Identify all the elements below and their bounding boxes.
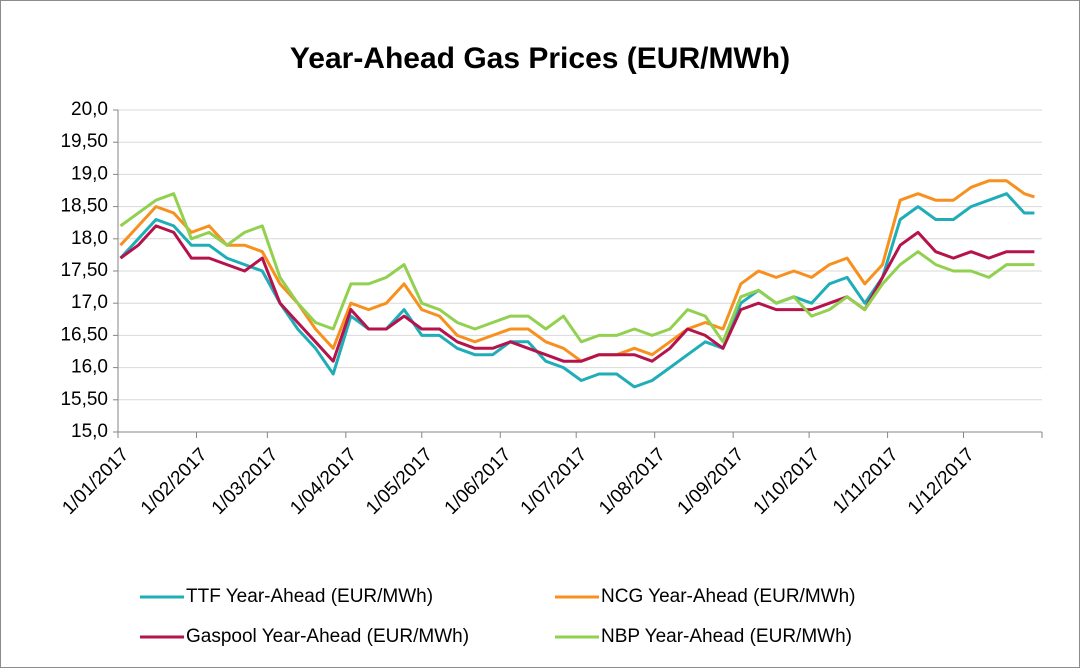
series-line: [119, 224, 1035, 363]
series-line: [119, 192, 1035, 344]
y-tick-label: 16,0: [71, 357, 108, 378]
y-tick-label: 18,50: [60, 196, 108, 217]
y-tick-label: 15,50: [60, 389, 108, 410]
y-tick-label: 19,50: [60, 131, 108, 152]
legend-label: TTF Year-Ahead (EUR/MWh): [186, 586, 433, 607]
y-tick-label: 15,0: [71, 421, 108, 442]
chart-title: Year-Ahead Gas Prices (EUR/MWh): [290, 42, 790, 75]
y-tick-label: 16,50: [60, 324, 108, 345]
y-tick-label: 20,0: [71, 99, 108, 120]
y-tick-label: 17,50: [60, 260, 108, 281]
legend-label: NCG Year-Ahead (EUR/MWh): [601, 586, 855, 607]
legend-label: NBP Year-Ahead (EUR/MWh): [601, 626, 852, 647]
legend-label: Gaspool Year-Ahead (EUR/MWh): [186, 626, 469, 647]
series-line: [119, 192, 1035, 389]
y-tick-label: 17,0: [71, 292, 108, 313]
y-tick-label: 18,0: [71, 228, 108, 249]
y-tick-label: 19,0: [71, 163, 108, 184]
